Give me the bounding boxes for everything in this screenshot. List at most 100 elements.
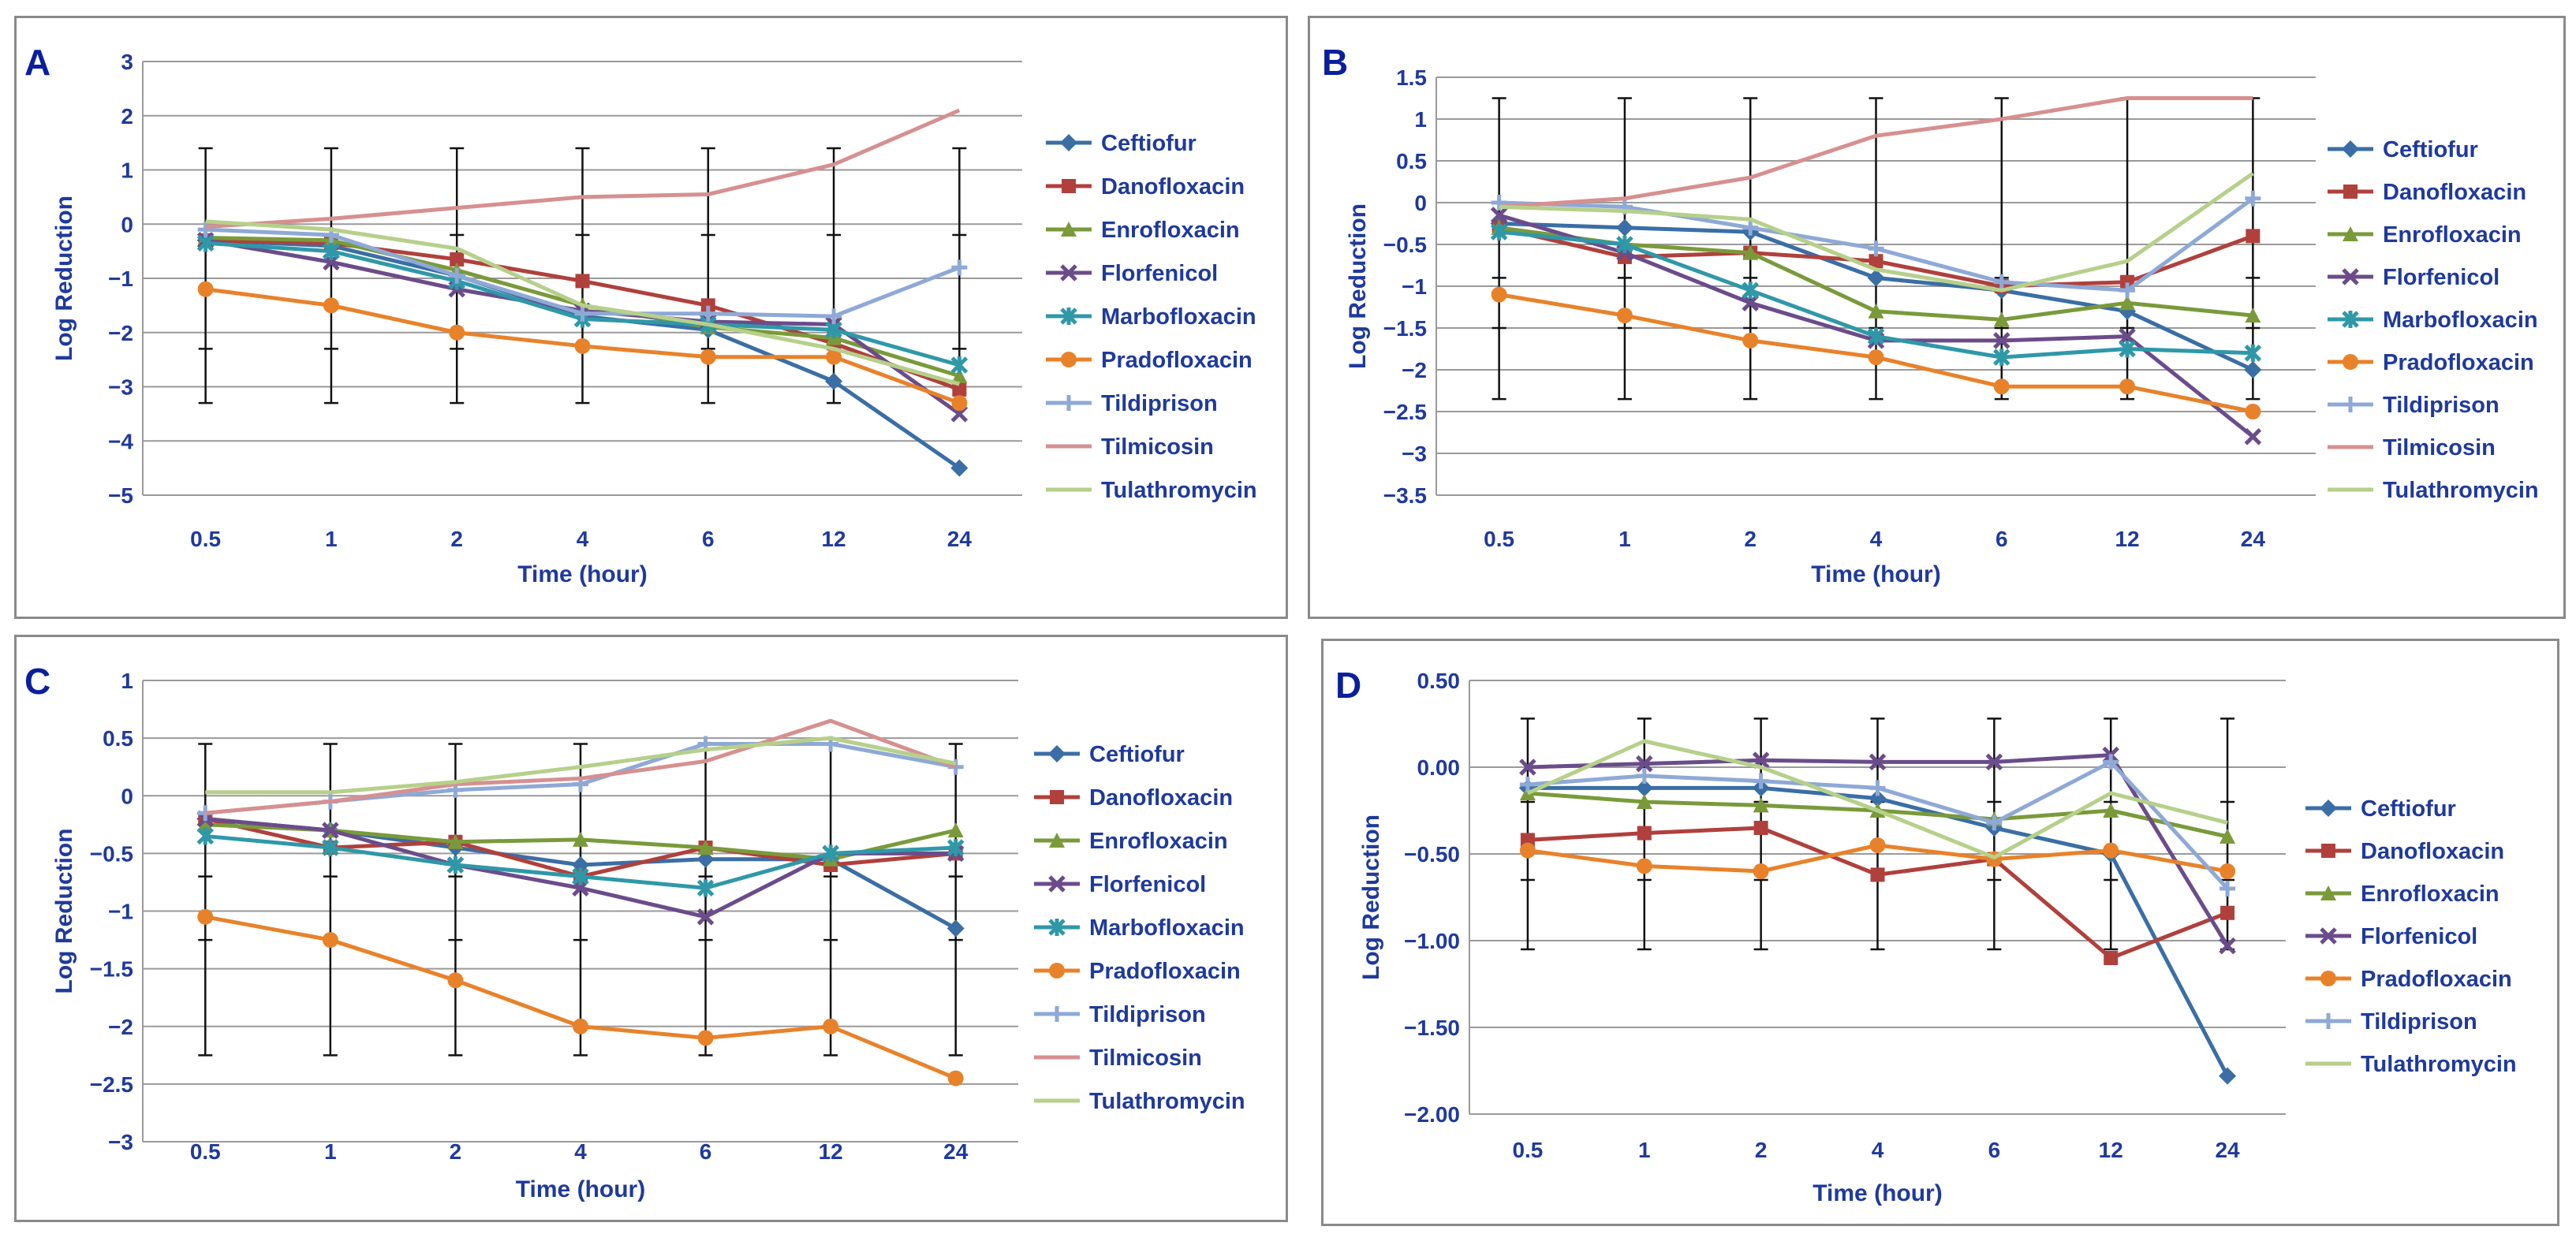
- data-point: [1993, 378, 2010, 395]
- chart-d: D−2.00−1.50−1.00−0.500.000.500.5 1 2 4 6 12 24…: [1335, 665, 2517, 1206]
- y-axis-title: Log Reduction: [51, 829, 77, 994]
- legend-marker: [1049, 1006, 1065, 1022]
- y-tick-label: −5: [108, 483, 133, 508]
- legend-marker: [1061, 352, 1077, 367]
- legend-item-tulathromycin: Tulathromycin: [1034, 1089, 1245, 1114]
- series-line: [205, 718, 957, 815]
- data-point: [2104, 951, 2119, 965]
- data-point: [449, 324, 465, 341]
- y-tick-label: 0.50: [1417, 669, 1461, 693]
- data-point: [573, 1018, 588, 1034]
- legend-label: Enrofloxacin: [1089, 829, 1228, 854]
- data-point: [575, 274, 590, 289]
- y-tick-label: 0: [1414, 191, 1427, 215]
- x-tick-label: 2: [1755, 1138, 1768, 1162]
- data-point: [1985, 753, 2003, 771]
- data-point: [696, 850, 715, 868]
- x-tick-label: 12: [819, 1139, 843, 1164]
- data-point: [2119, 295, 2136, 311]
- y-tick-label: 1: [121, 158, 133, 183]
- legend-marker: [1048, 919, 1066, 936]
- data-point: [951, 367, 968, 383]
- legend-marker: [2342, 140, 2359, 158]
- data-point: [447, 833, 464, 849]
- legend-marker: [2320, 927, 2337, 945]
- data-point: [2244, 361, 2262, 378]
- x-tick-label: 6: [700, 1139, 712, 1164]
- x-tick-label: 6: [702, 527, 715, 551]
- legend-label: Florfenicol: [1089, 872, 1206, 897]
- panel-label: D: [1335, 665, 1361, 706]
- data-point: [1637, 826, 1652, 841]
- x-tick-label: 2: [450, 1139, 462, 1164]
- legend-item-pradofloxacin: Pradofloxacin: [2328, 350, 2534, 375]
- legend-marker: [2343, 185, 2358, 199]
- x-tick-label: 12: [2099, 1138, 2123, 1162]
- legend-label: Tildiprison: [1089, 1002, 1206, 1027]
- legend-marker: [1060, 308, 1077, 325]
- y-tick-label: −3: [108, 1130, 133, 1154]
- legend-item-ceftiofur: Ceftiofur: [1034, 742, 1185, 767]
- data-point: [1742, 332, 1759, 349]
- y-tick-label: −2.5: [1383, 400, 1427, 424]
- y-tick-label: −1: [1402, 274, 1427, 299]
- data-point: [700, 298, 715, 313]
- data-point: [951, 259, 968, 276]
- data-point: [1519, 759, 1536, 776]
- data-point: [1519, 777, 1536, 792]
- series-tildiprison: [197, 222, 968, 325]
- legend-marker: [2320, 1013, 2336, 1029]
- data-point: [2220, 905, 2235, 920]
- x-tick-label: 4: [1872, 1138, 1884, 1162]
- data-point: [446, 856, 465, 874]
- data-point: [1742, 244, 1759, 260]
- data-point: [2246, 229, 2261, 244]
- series-tildiprison: [1491, 190, 2261, 299]
- y-tick-label: 0: [121, 212, 133, 237]
- legend-item-tilmicosin: Tilmicosin: [2328, 435, 2496, 460]
- data-point: [1753, 821, 1768, 835]
- legend-label: Tulathromycin: [2383, 478, 2539, 503]
- data-point: [1636, 858, 1652, 874]
- chart-c: C−3−2.5−2−1.5−1−0.500.510.5 1 2 4 6 12 24Time …: [24, 661, 1245, 1202]
- series-tilmicosin: [205, 718, 957, 815]
- legend-item-pradofloxacin: Pradofloxacin: [1034, 959, 1241, 984]
- legend-item-florfenicol: Florfenicol: [1046, 261, 1218, 286]
- legend-marker: [1049, 833, 1065, 848]
- y-tick-label: −0.50: [1404, 842, 1460, 867]
- data-point: [449, 267, 465, 284]
- legend-label: Marbofloxacin: [2383, 308, 2538, 333]
- legend-label: Tildiprison: [2383, 393, 2499, 418]
- legend-item-danofloxacin: Danofloxacin: [1046, 174, 1245, 199]
- panel-a: A −5 −4 −3 −2 −1 0 1 2 3 0.5 1 2 4 6 12 24 Time (hour) Log…: [14, 16, 1288, 619]
- x-axis-title: Time (hour): [1813, 1180, 1942, 1206]
- data-point: [947, 1070, 964, 1087]
- data-point: [952, 382, 967, 397]
- data-point: [1636, 794, 1652, 809]
- y-tick-label: 3: [121, 50, 133, 74]
- data-point: [2219, 1067, 2237, 1085]
- legend-item-tulathromycin: Tulathromycin: [2328, 478, 2539, 503]
- legend-label: Enrofloxacin: [2383, 222, 2522, 248]
- x-tick-label: 6: [1995, 527, 2008, 551]
- legend-label: Florfenicol: [2383, 265, 2499, 290]
- legend-marker: [1048, 745, 1066, 762]
- legend-item-pradofloxacin: Pradofloxacin: [1046, 348, 1253, 373]
- data-point: [697, 840, 714, 855]
- data-point: [1869, 753, 1887, 771]
- x-tick-label: 4: [1870, 527, 1883, 551]
- data-point: [1742, 281, 1759, 300]
- legend-marker: [2320, 885, 2336, 900]
- data-point: [574, 305, 591, 322]
- series-line: [1499, 171, 2254, 293]
- series-pradofloxacin: [1491, 286, 2261, 419]
- legend-marker: [2342, 311, 2359, 328]
- y-tick-label: −4: [108, 429, 133, 453]
- data-point: [950, 459, 969, 477]
- legend-item-enrofloxacin: Enrofloxacin: [1034, 829, 1228, 854]
- legend-label: Tildiprison: [1101, 391, 1218, 416]
- series-line: [205, 108, 961, 229]
- data-point: [574, 337, 591, 354]
- legend-marker: [2320, 800, 2337, 817]
- x-tick-label: 0.5: [190, 1139, 221, 1164]
